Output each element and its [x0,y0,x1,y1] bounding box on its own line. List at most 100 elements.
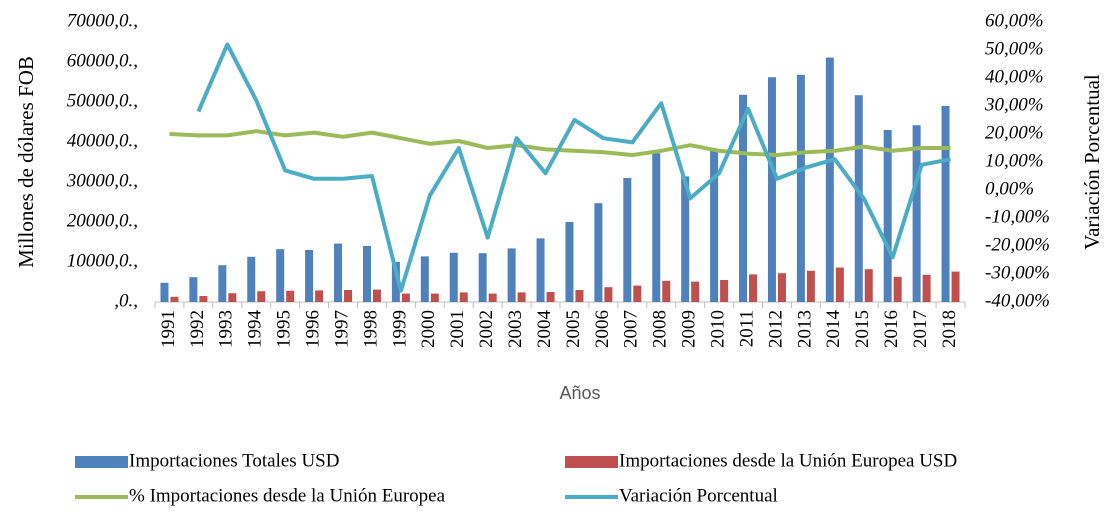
legend-label: Importaciones desde la Unión Europea USD [619,450,957,471]
bar [449,252,458,302]
bar [912,125,921,302]
bar [806,270,815,302]
bar [488,293,497,302]
bar [218,265,227,302]
bar [739,94,748,302]
bar [575,290,584,302]
y2-tick-label: 20,00% [985,122,1044,143]
bar [247,256,256,302]
x-tick-label: 2013 [794,310,815,348]
bar [391,262,400,302]
x-tick-label: 1992 [187,310,208,348]
x-tick-label: 2014 [823,310,844,349]
y2-tick-label: -20,00% [985,234,1050,255]
x-tick-label: 1996 [302,310,323,348]
x-tick-label: 2000 [418,310,439,348]
y2-tick-label: 30,00% [984,94,1044,115]
bar [922,274,931,302]
bar [507,248,516,302]
bar [546,292,555,302]
legend-label: % Importaciones desde la Unión Europea [129,485,446,506]
x-tick-label: 2018 [939,310,960,348]
bar [276,249,285,302]
x-tick-label: 2012 [765,310,786,348]
bar [941,106,950,302]
x-tick-label: 1998 [360,310,381,348]
y2-tick-label: -40,00% [985,290,1050,311]
bar [536,238,545,302]
y2-tick-label: 10,00% [985,150,1044,171]
x-tick-label: 2016 [881,310,902,348]
x-tick-label: 2001 [447,310,468,348]
line-series [196,42,951,293]
bar [459,292,468,302]
bar [883,130,892,302]
bar [854,95,863,302]
x-tick-label: 1994 [245,310,266,349]
bar [633,285,642,302]
bar [767,77,776,302]
x-tick-label: 2011 [736,310,757,347]
y-tick-label: ,0., [114,290,138,311]
legend-swatch [75,456,128,468]
bar [305,250,314,302]
bar [691,281,700,302]
x-tick-label: 2015 [852,310,873,348]
x-tick-label: 2009 [679,310,700,348]
legend-swatch [565,456,618,468]
bar [517,292,526,302]
bar [430,293,439,302]
y2-tick-label: -30,00% [985,262,1050,283]
bar [420,256,429,302]
bar [825,57,834,302]
y2-tick-label: 40,00% [985,66,1044,87]
x-tick-label: 2007 [621,310,642,348]
y-tick-label: 50000,0., [67,90,138,111]
x-tick-label: 1997 [331,310,352,348]
x-tick-label: 1995 [274,310,295,348]
bar [720,280,729,302]
y-tick-label: 40000,0., [67,130,138,151]
x-tick-label: 1991 [158,310,179,348]
y-tick-label: 70000,0., [67,10,138,31]
bar [594,203,603,302]
x-tick-label: 2008 [650,310,671,348]
bar [777,273,786,302]
bar [362,246,371,302]
bar [835,267,844,302]
bar [652,153,661,302]
bar [189,277,198,302]
y-tick-label: 30000,0., [66,170,138,191]
bar [228,293,237,302]
x-tick-label: 2005 [563,310,584,348]
y2-axis-title: Variación Porcentual [1080,74,1104,250]
bar [710,150,719,302]
bar [749,274,758,302]
bar [315,290,324,302]
y-tick-label: 60000,0., [67,50,138,71]
y2-tick-label: 50,00% [985,38,1044,59]
bar [565,222,574,302]
y-tick-label: 20000,0., [67,210,138,231]
x-tick-label: 2002 [476,310,497,348]
bar [160,282,169,302]
bar [286,290,295,302]
bar [257,291,266,302]
x-axis-title: Años [559,383,600,403]
bar [478,253,487,302]
bar [334,243,343,302]
x-tick-label: 2006 [592,310,613,348]
x-tick-label: 2003 [505,310,526,348]
bar [681,176,690,302]
x-tick-label: 1999 [389,310,410,348]
y2-tick-label: -10,00% [985,206,1050,227]
bar [401,293,410,302]
bar [951,271,960,302]
x-tick-label: 2004 [534,310,555,349]
y2-tick-label: 60,00% [985,10,1044,31]
bar [344,290,353,302]
bar [893,276,902,302]
x-tick-label: 1993 [216,310,237,348]
bar [170,296,179,302]
